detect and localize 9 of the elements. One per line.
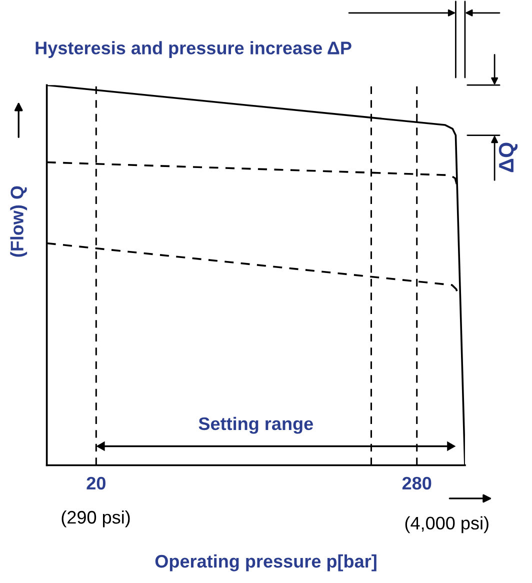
x-axis-title: Operating pressure p[bar] — [155, 554, 376, 572]
chart-title: Hysteresis and pressure increase ΔP — [36, 41, 352, 58]
text: (4,000 psi) — [405, 516, 488, 534]
annotation: Setting range — [198, 416, 313, 434]
x-tick-label: 280 — [402, 476, 432, 490]
text: (290 psi) — [62, 510, 130, 528]
text: ΔQ — [498, 142, 518, 172]
y-axis-title: (Flow) Q — [10, 186, 28, 257]
x-tick-label: 20 — [86, 476, 106, 490]
